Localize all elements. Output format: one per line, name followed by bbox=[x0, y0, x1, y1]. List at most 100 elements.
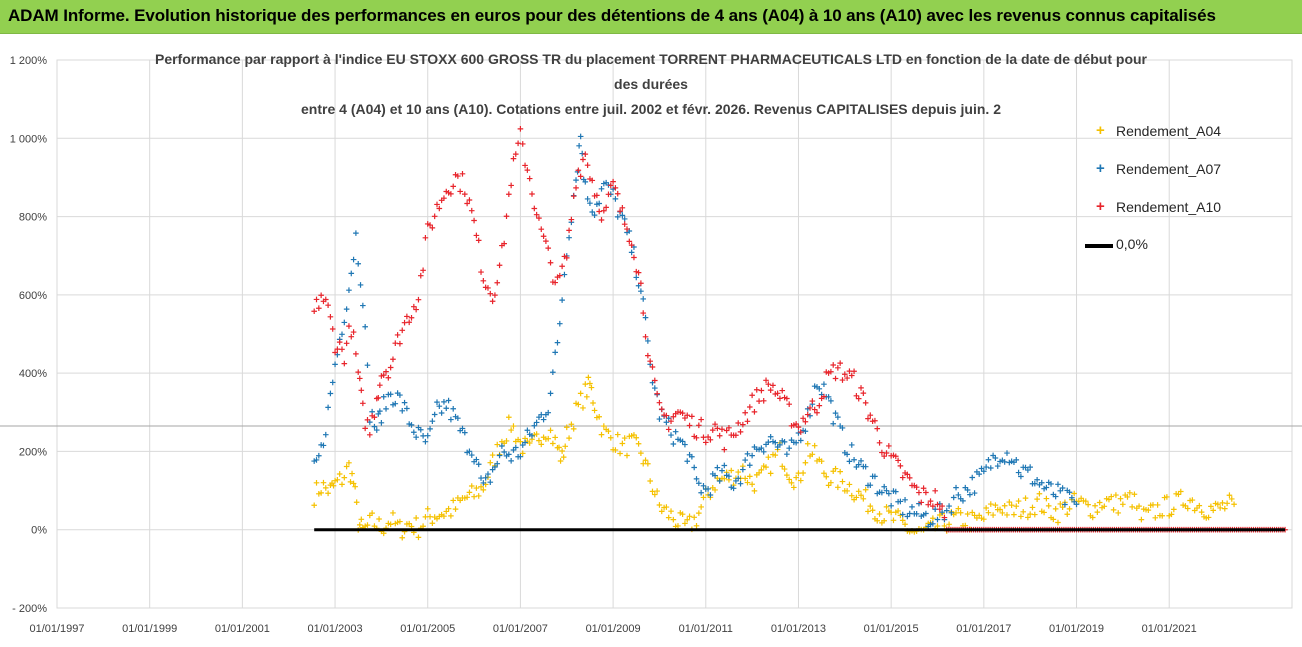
point-rendement-a10 bbox=[860, 390, 867, 396]
point-rendement-a07 bbox=[480, 480, 487, 486]
point-rendement-a10 bbox=[605, 191, 612, 198]
point-rendement-a10 bbox=[839, 377, 846, 383]
point-rendement-a10 bbox=[318, 292, 324, 299]
point-rendement-a07 bbox=[1052, 493, 1059, 500]
point-rendement-a04 bbox=[415, 534, 422, 541]
point-rendement-a04 bbox=[874, 517, 881, 524]
point-rendement-a07 bbox=[397, 392, 403, 398]
point-rendement-a04 bbox=[832, 465, 839, 472]
point-rendement-a04 bbox=[765, 454, 772, 461]
point-rendement-a04 bbox=[352, 483, 358, 490]
point-rendement-a07 bbox=[473, 456, 480, 463]
x-tick-label: 01/01/2001 bbox=[215, 623, 270, 635]
point-rendement-a10 bbox=[603, 204, 609, 211]
point-rendement-a07 bbox=[881, 483, 887, 490]
point-rendement-a07 bbox=[672, 428, 679, 435]
point-rendement-a07 bbox=[964, 487, 971, 493]
point-rendement-a10 bbox=[777, 395, 783, 402]
point-rendement-a10 bbox=[638, 280, 644, 287]
point-rendement-a07 bbox=[413, 434, 419, 440]
point-rendement-a07 bbox=[350, 256, 357, 263]
point-rendement-a10 bbox=[614, 190, 621, 197]
point-rendement-a04 bbox=[1032, 511, 1038, 518]
point-rendement-a10 bbox=[531, 205, 538, 212]
point-rendement-a04 bbox=[341, 474, 348, 481]
point-rendement-a10 bbox=[714, 425, 721, 432]
point-rendement-a04 bbox=[503, 438, 510, 444]
point-rendement-a10 bbox=[404, 313, 410, 320]
point-rendement-a04 bbox=[793, 474, 799, 481]
point-rendement-a10 bbox=[459, 171, 466, 177]
point-rendement-a07 bbox=[448, 416, 454, 423]
point-rendement-a10 bbox=[779, 387, 786, 394]
point-rendement-a07 bbox=[1034, 476, 1040, 483]
point-rendement-a10 bbox=[784, 395, 790, 402]
point-rendement-a07 bbox=[848, 442, 855, 448]
point-rendement-a10 bbox=[832, 375, 839, 382]
x-tick-label: 01/01/2009 bbox=[586, 623, 641, 635]
point-rendement-a04 bbox=[538, 441, 545, 448]
point-rendement-a10 bbox=[621, 221, 628, 227]
point-rendement-a04 bbox=[658, 508, 665, 515]
point-rendement-a04 bbox=[621, 435, 628, 441]
point-rendement-a07 bbox=[1066, 489, 1073, 496]
point-rendement-a04 bbox=[1120, 501, 1126, 508]
point-rendement-a10 bbox=[758, 387, 765, 394]
point-rendement-a07 bbox=[883, 487, 890, 494]
point-rendement-a10 bbox=[716, 432, 723, 439]
point-rendement-a07 bbox=[784, 451, 790, 457]
point-rendement-a07 bbox=[832, 410, 839, 416]
point-rendement-a10 bbox=[568, 216, 575, 223]
point-rendement-a04 bbox=[767, 470, 774, 477]
legend-label-a10: Rendement_A10 bbox=[1116, 199, 1222, 215]
point-rendement-a04 bbox=[999, 510, 1006, 516]
point-rendement-a10 bbox=[478, 269, 484, 275]
point-rendement-a04 bbox=[390, 510, 396, 516]
point-rendement-a04 bbox=[1094, 509, 1101, 515]
point-rendement-a04 bbox=[376, 516, 382, 522]
point-rendement-a10 bbox=[358, 387, 365, 394]
point-rendement-a10 bbox=[647, 358, 653, 364]
point-rendement-a04 bbox=[349, 470, 355, 477]
point-rendement-a04 bbox=[1184, 505, 1191, 512]
point-rendement-a07 bbox=[450, 405, 457, 412]
y-tick-label: 1 000% bbox=[10, 133, 48, 145]
point-rendement-a07 bbox=[383, 406, 389, 412]
point-rendement-a04 bbox=[821, 470, 827, 477]
point-rendement-a10 bbox=[707, 437, 714, 443]
point-rendement-a10 bbox=[387, 364, 394, 371]
point-rendement-a04 bbox=[1064, 511, 1071, 518]
point-rendement-a04 bbox=[934, 523, 941, 529]
point-rendement-a04 bbox=[828, 479, 834, 486]
point-rendement-a10 bbox=[742, 409, 748, 416]
point-rendement-a07 bbox=[707, 492, 714, 498]
point-rendement-a10 bbox=[698, 416, 704, 423]
point-rendement-a10 bbox=[804, 411, 811, 418]
point-rendement-a04 bbox=[1011, 511, 1017, 518]
point-rendement-a10 bbox=[686, 422, 693, 429]
point-rendement-a07 bbox=[742, 457, 748, 463]
point-rendement-a04 bbox=[698, 504, 704, 510]
point-rendement-a04 bbox=[758, 467, 765, 473]
point-rendement-a10 bbox=[515, 140, 521, 147]
point-rendement-a04 bbox=[1071, 490, 1077, 497]
point-rendement-a07 bbox=[455, 415, 461, 422]
point-rendement-a07 bbox=[712, 472, 718, 479]
point-rendement-a07 bbox=[872, 473, 878, 480]
point-rendement-a10 bbox=[487, 290, 494, 297]
point-rendement-a07 bbox=[540, 416, 547, 423]
point-rendement-a04 bbox=[786, 476, 792, 483]
point-rendement-a10 bbox=[462, 191, 468, 197]
point-rendement-a04 bbox=[1152, 514, 1159, 521]
point-rendement-a07 bbox=[614, 214, 621, 220]
point-rendement-a04 bbox=[772, 452, 779, 458]
point-rendement-a07 bbox=[373, 427, 380, 433]
point-rendement-a04 bbox=[1208, 503, 1214, 510]
point-rendement-a07 bbox=[441, 399, 447, 405]
point-rendement-a10 bbox=[471, 217, 477, 224]
point-rendement-a04 bbox=[1224, 500, 1230, 507]
point-rendement-a10 bbox=[645, 352, 651, 359]
point-rendement-a04 bbox=[489, 452, 496, 458]
point-rendement-a04 bbox=[721, 475, 728, 482]
point-rendement-a04 bbox=[517, 438, 524, 445]
